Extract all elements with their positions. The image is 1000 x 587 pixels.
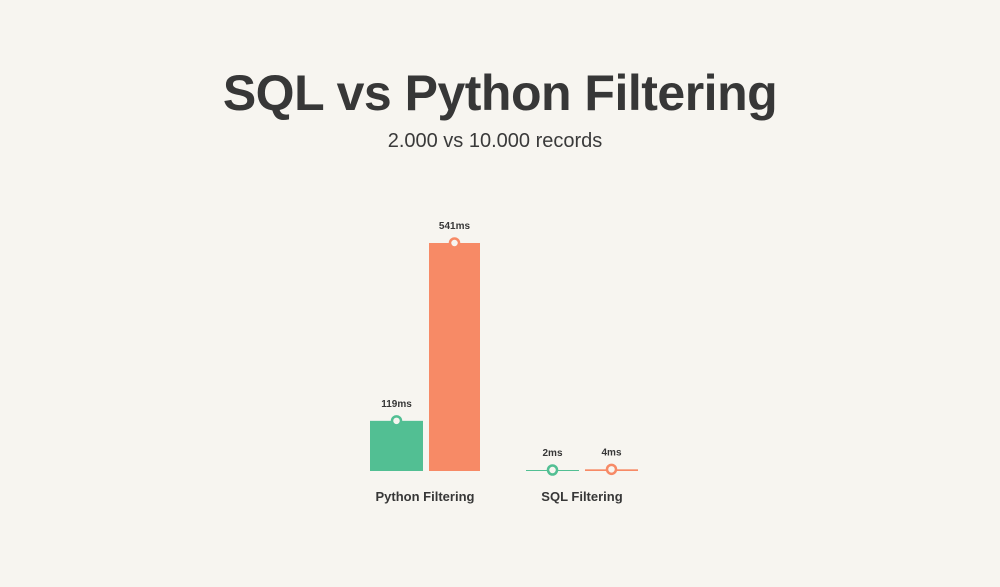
chart-title: SQL vs Python Filtering — [222, 65, 778, 121]
category-label: SQL Filtering — [541, 489, 622, 504]
chart-subtitle: 2.000 vs 10.000 records — [387, 130, 603, 152]
data-label: 2ms — [542, 448, 562, 459]
data-label: 541ms — [439, 221, 471, 232]
bar-top-marker — [390, 415, 403, 427]
bar-top-marker — [448, 237, 461, 249]
data-label: 119ms — [381, 399, 412, 410]
bar-python-filtering-0 — [370, 420, 423, 471]
bar-top-marker — [605, 463, 618, 476]
data-label: 4ms — [601, 447, 621, 458]
bar-top-marker — [546, 464, 559, 476]
bar-python-filtering-1 — [429, 243, 480, 471]
category-label: Python Filtering — [376, 489, 475, 504]
